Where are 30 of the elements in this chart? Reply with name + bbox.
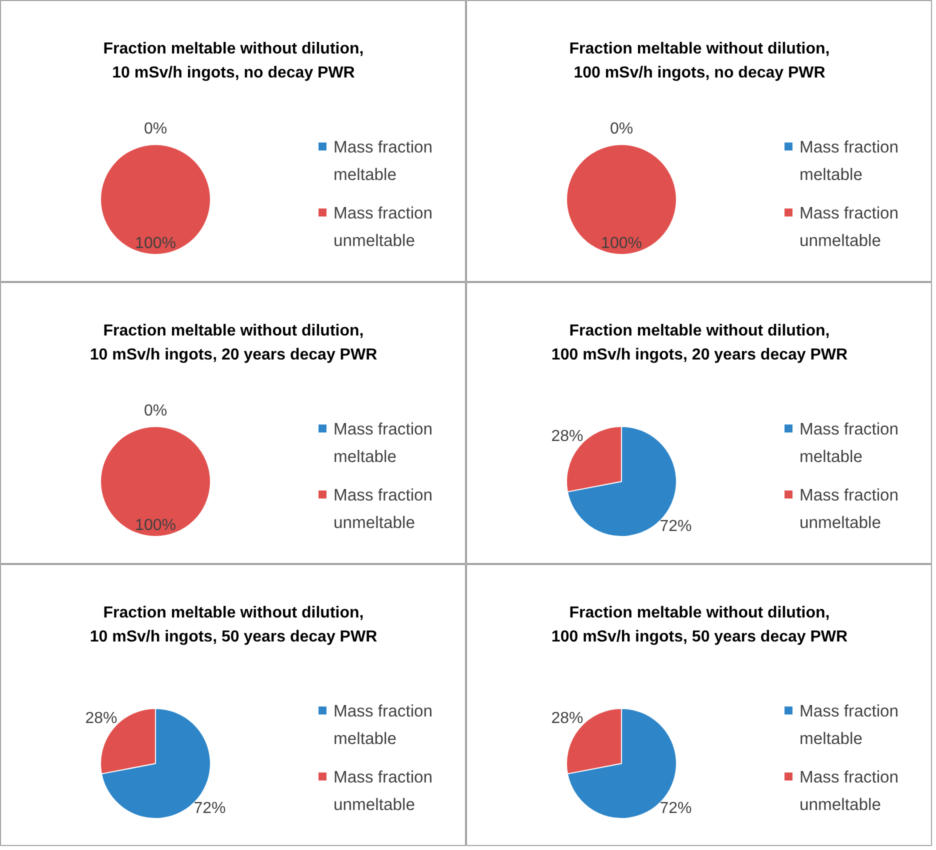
data-label: 28% <box>551 710 584 728</box>
data-label: 100% <box>601 235 642 252</box>
legend-label: Mass fraction unmeltable <box>334 204 433 250</box>
data-label: 72% <box>660 800 692 817</box>
data-label: 28% <box>85 710 118 728</box>
legend-label: Mass fraction unmeltable <box>334 486 433 532</box>
data-label: 28% <box>551 428 584 446</box>
legend-label: Mass fraction meltable <box>334 138 433 184</box>
legend-label: Mass fraction unmeltable <box>800 486 899 532</box>
chart-title: Fraction meltable without dilution, 10 mSv/h ingots, 50 years decay PWR <box>90 604 378 646</box>
chart-title: Fraction meltable without dilution, 10 mSv/h ingots, 20 years decay PWR <box>90 322 378 364</box>
legend-label: Mass fraction unmeltable <box>800 204 899 250</box>
legend-label: Mass fraction meltable <box>800 702 899 748</box>
data-label: 100% <box>135 235 176 252</box>
chart-title: Fraction meltable without dilution, 100 mSv/h ingots, 50 years decay PWR <box>551 604 848 646</box>
legend-label: Mass fraction unmeltable <box>800 768 899 814</box>
legend-label: Mass fraction meltable <box>800 420 899 466</box>
text: 0% <box>610 120 634 138</box>
legend-label: Mass fraction meltable <box>334 420 433 466</box>
legend-label: Mass fraction meltable <box>334 702 433 748</box>
chart-title: Fraction meltable without dilution, 10 mSv/h ingots, no decay PWR <box>103 40 364 82</box>
legend-label: Mass fraction unmeltable <box>334 768 433 814</box>
data-label: 72% <box>194 800 226 817</box>
chart-title: Fraction meltable without dilution, 100 mSv/h ingots, 20 years decay PWR <box>551 322 848 364</box>
text: 0% <box>144 402 168 420</box>
chart-title: Fraction meltable without dilution, 100 mSv/h ingots, no decay PWR <box>569 40 830 82</box>
legend-label: Mass fraction meltable <box>800 138 899 184</box>
data-label: 72% <box>660 518 692 535</box>
text: 0% <box>144 120 168 138</box>
data-label: 100% <box>135 517 176 534</box>
